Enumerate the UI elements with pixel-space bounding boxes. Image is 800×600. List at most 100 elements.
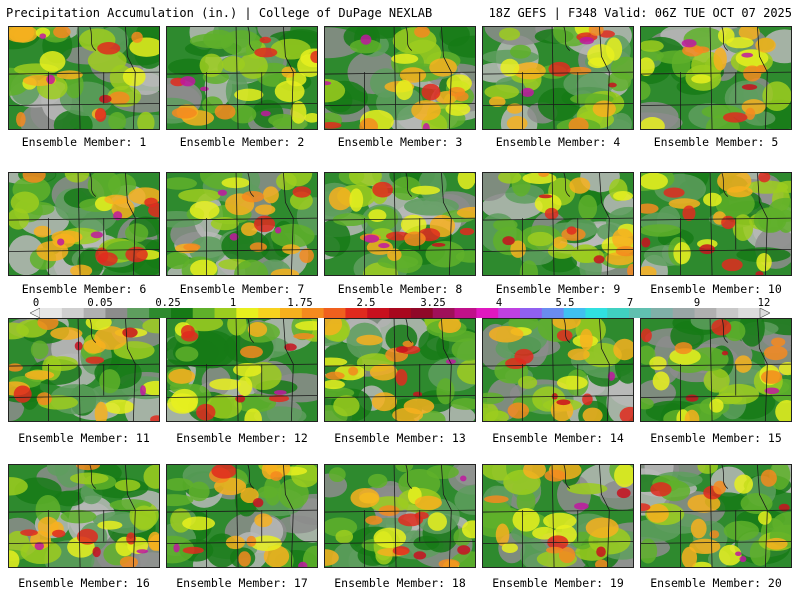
precip-field xyxy=(167,465,317,567)
scale-tick-label: 0.25 xyxy=(155,297,181,309)
ensemble-member-map xyxy=(640,464,792,568)
scale-arrow-right xyxy=(759,308,770,318)
scale-tick-label: 5.5 xyxy=(555,297,575,309)
ensemble-member-map xyxy=(8,172,160,276)
scale-swatch xyxy=(454,308,477,318)
ensemble-member-label: Ensemble Member: 6 xyxy=(21,282,147,296)
scale-swatch xyxy=(105,308,128,318)
ensemble-member-label: Ensemble Member: 7 xyxy=(179,282,305,296)
ensemble-member-label: Ensemble Member: 2 xyxy=(179,135,305,149)
scale-swatch xyxy=(149,308,172,318)
ensemble-member-label: Ensemble Member: 1 xyxy=(21,135,147,149)
map-title: Precipitation Accumulation (in.) | Colle… xyxy=(6,6,433,20)
scale-swatch xyxy=(432,308,455,318)
precip-field xyxy=(9,27,159,129)
scale-swatch xyxy=(367,308,390,318)
scale-swatch xyxy=(520,308,543,318)
scale-swatch xyxy=(61,308,85,318)
ensemble-member-map xyxy=(482,464,634,568)
scale-swatch xyxy=(585,308,608,318)
precip-field xyxy=(641,173,791,275)
ensemble-member-map xyxy=(640,318,792,422)
ensemble-member-label: Ensemble Member: 18 xyxy=(334,576,466,590)
ensemble-member-label: Ensemble Member: 16 xyxy=(18,576,150,590)
ensemble-member-label: Ensemble Member: 3 xyxy=(337,135,463,149)
precip-field xyxy=(483,27,633,129)
scale-swatch xyxy=(40,308,63,318)
ensemble-member-label: Ensemble Member: 11 xyxy=(18,431,150,445)
scale-swatch xyxy=(716,308,739,318)
precip-field xyxy=(483,319,633,421)
scale-swatch xyxy=(192,308,215,318)
scale-swatch xyxy=(170,308,194,318)
scale-swatch xyxy=(694,308,717,318)
ensemble-member-label: Ensemble Member: 5 xyxy=(653,135,779,149)
ensemble-member-map xyxy=(324,464,476,568)
scale-tick-label: 1 xyxy=(229,297,237,309)
ensemble-member-map xyxy=(482,318,634,422)
scale-tick-label: 2.5 xyxy=(356,297,376,309)
scale-swatch xyxy=(607,308,630,318)
precip-field xyxy=(641,27,791,129)
scale-swatch xyxy=(541,308,565,318)
scale-swatch xyxy=(214,308,237,318)
scale-swatch xyxy=(323,308,346,318)
ensemble-member-label: Ensemble Member: 12 xyxy=(176,431,308,445)
precip-field xyxy=(325,319,475,421)
scale-swatch xyxy=(301,308,325,318)
scale-tick-label: 4 xyxy=(495,297,503,309)
model-valid-time: 18Z GEFS | F348 Valid: 06Z TUE OCT 07 20… xyxy=(488,6,792,20)
precip-field xyxy=(325,173,475,275)
scale-swatch xyxy=(389,308,412,318)
precip-field xyxy=(167,173,317,275)
scale-swatch xyxy=(476,308,499,318)
scale-tick-label: 0 xyxy=(32,297,40,309)
ensemble-member-map xyxy=(640,172,792,276)
scale-swatch xyxy=(672,308,695,318)
ensemble-member-label: Ensemble Member: 9 xyxy=(495,282,621,296)
ensemble-member-map xyxy=(482,26,634,130)
ensemble-member-map xyxy=(8,26,160,130)
precip-field xyxy=(167,27,317,129)
scale-tick-label: 7 xyxy=(626,297,634,309)
ensemble-member-map xyxy=(8,464,160,568)
ensemble-member-label: Ensemble Member: 20 xyxy=(650,576,782,590)
ensemble-member-label: Ensemble Member: 4 xyxy=(495,135,621,149)
color-scale-bar xyxy=(30,308,770,318)
ensemble-member-map xyxy=(166,464,318,568)
ensemble-member-map xyxy=(324,318,476,422)
scale-swatch xyxy=(563,308,586,318)
scale-swatch xyxy=(236,308,259,318)
ensemble-member-map xyxy=(640,26,792,130)
precip-field xyxy=(325,27,475,129)
precip-field xyxy=(483,173,633,275)
scale-tick-label: 1.75 xyxy=(287,297,313,309)
ensemble-member-map xyxy=(324,172,476,276)
scale-swatch xyxy=(280,308,303,318)
ensemble-member-map xyxy=(8,318,160,422)
precip-field xyxy=(167,319,317,421)
ensemble-member-label: Ensemble Member: 8 xyxy=(337,282,463,296)
precip-field xyxy=(9,173,159,275)
ensemble-member-map xyxy=(166,172,318,276)
scale-swatch xyxy=(127,308,150,318)
precip-field xyxy=(325,465,475,567)
precip-field xyxy=(9,465,159,567)
scale-swatch xyxy=(738,308,761,318)
scale-tick-label: 3.25 xyxy=(420,297,446,309)
ensemble-member-label: Ensemble Member: 13 xyxy=(334,431,466,445)
ensemble-member-label: Ensemble Member: 14 xyxy=(492,431,624,445)
precip-field xyxy=(641,465,791,567)
scale-tick-label: 0.05 xyxy=(87,297,113,309)
scale-swatch xyxy=(258,308,281,318)
ensemble-member-label: Ensemble Member: 15 xyxy=(650,431,782,445)
scale-arrow-left xyxy=(30,308,41,318)
ensemble-member-map xyxy=(324,26,476,130)
precip-field xyxy=(483,465,633,567)
ensemble-member-map xyxy=(482,172,634,276)
ensemble-member-label: Ensemble Member: 19 xyxy=(492,576,624,590)
scale-swatch xyxy=(345,308,368,318)
precip-field xyxy=(641,319,791,421)
ensemble-member-label: Ensemble Member: 17 xyxy=(176,576,308,590)
scale-swatch xyxy=(83,308,106,318)
